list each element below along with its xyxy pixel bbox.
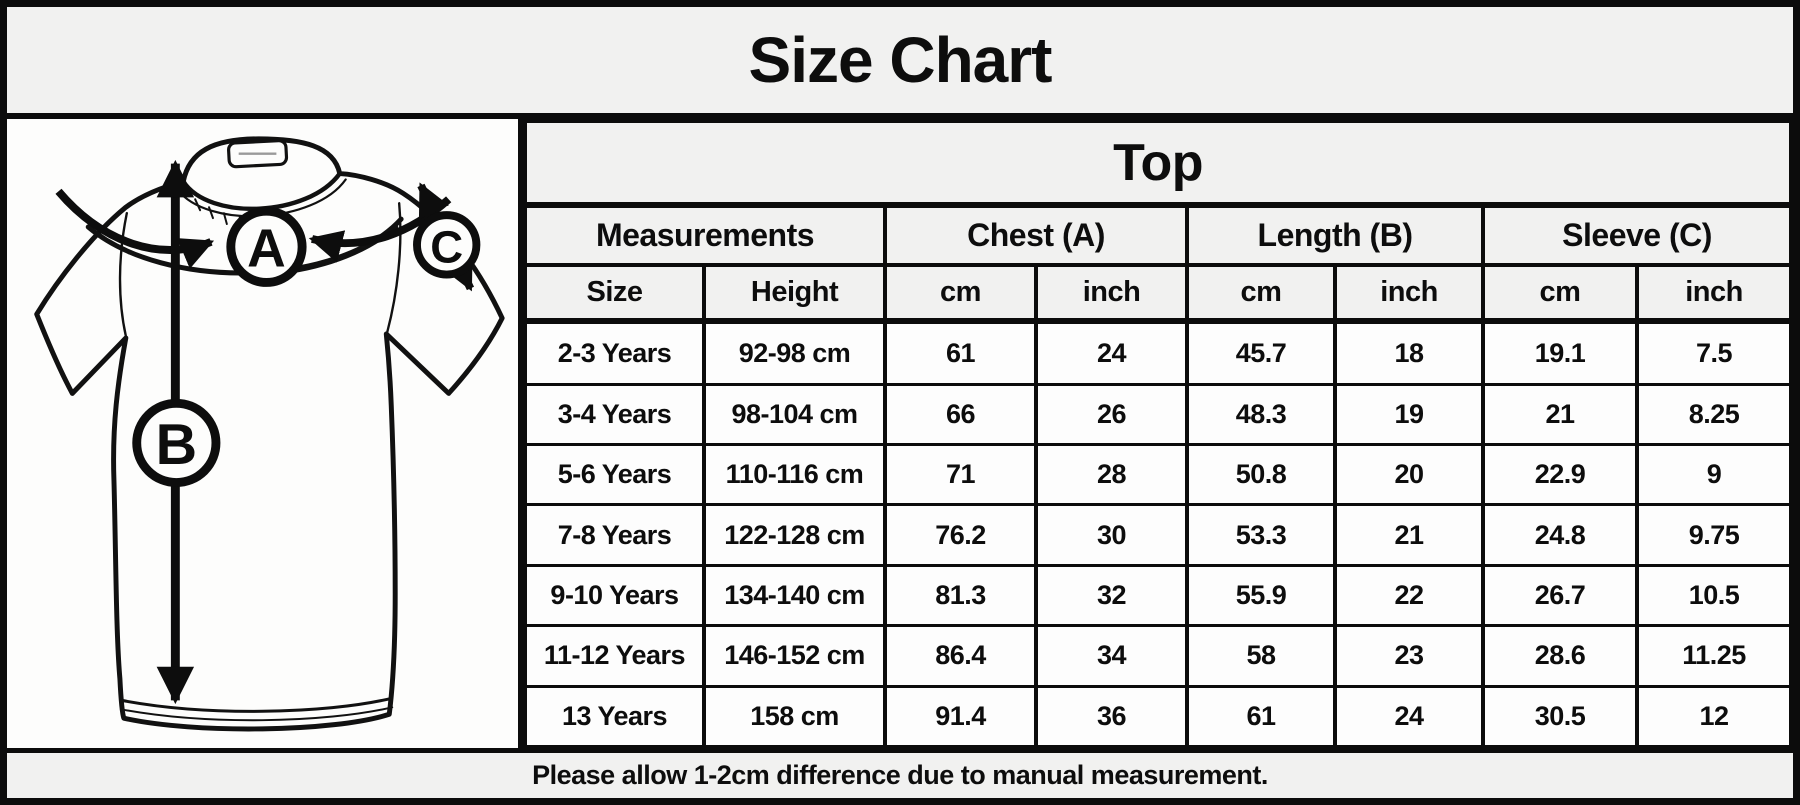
table-cell: 26.7: [1481, 563, 1639, 628]
table-cell: 92-98 cm: [702, 319, 887, 386]
table-cell: 61: [1185, 684, 1337, 749]
table-row: 7-8 Years 122-128 cm 76.2 30 53.3 21 24.…: [523, 503, 1794, 567]
table-cell: 20: [1333, 442, 1485, 507]
table-section-title: Top: [522, 119, 1794, 208]
col-header-length-inch: inch: [1333, 263, 1485, 324]
measure-labels: A B C: [132, 206, 481, 487]
title-bar: Size Chart: [7, 7, 1793, 119]
sleeve-label: C: [430, 221, 463, 272]
col-header-chest-inch: inch: [1034, 263, 1189, 324]
tshirt-illustration-panel: A B C: [7, 119, 523, 748]
table-cell: 81.3: [883, 563, 1038, 628]
col-header-length-cm: cm: [1185, 263, 1337, 324]
length-label: B: [156, 413, 197, 477]
collar-tag: [227, 139, 289, 169]
group-header-sleeve: Sleeve (C): [1480, 203, 1794, 267]
col-header-height: Height: [702, 263, 887, 324]
table-cell: 55.9: [1185, 563, 1337, 628]
table-row: 2-3 Years 92-98 cm 61 24 45.7 18 19.1 7.…: [523, 319, 1794, 386]
page-title: Size Chart: [748, 24, 1053, 96]
measurement-note: Please allow 1-2cm difference due to man…: [532, 760, 1268, 790]
table-row: 11-12 Years 146-152 cm 86.4 34 58 23 28.…: [523, 624, 1794, 688]
table-row: 3-4 Years 98-104 cm 66 26 48.3 19 21 8.2…: [523, 382, 1794, 446]
table-row: 5-6 Years 110-116 cm 71 28 50.8 20 22.9 …: [523, 442, 1794, 507]
table-cell: 24.8: [1481, 503, 1639, 567]
table-cell: 36: [1034, 684, 1189, 749]
table-cell: 19.1: [1481, 319, 1639, 386]
group-header-length: Length (B): [1185, 203, 1485, 267]
table-cell: 19: [1333, 382, 1485, 446]
table-row: 9-10 Years 134-140 cm 81.3 32 55.9 22 26…: [523, 563, 1794, 628]
col-header-sleeve-cm: cm: [1481, 263, 1639, 324]
table-cell: 45.7: [1185, 319, 1337, 386]
group-header-measurements: Measurements: [523, 203, 887, 267]
table-cell: 23: [1333, 624, 1485, 688]
table-cell: 5-6 Years: [523, 442, 706, 507]
table-cell: 3-4 Years: [523, 382, 706, 446]
note-bar: Please allow 1-2cm difference due to man…: [7, 748, 1793, 798]
table-cell: 76.2: [883, 503, 1038, 567]
table-cell: 11-12 Years: [523, 624, 706, 688]
table-cell: 24: [1034, 319, 1189, 386]
table-cell: 18: [1333, 319, 1485, 386]
table-cell: 110-116 cm: [702, 442, 887, 507]
table-cell: 30: [1034, 503, 1189, 567]
col-header-chest-cm: cm: [883, 263, 1038, 324]
table-cell: 12: [1634, 684, 1794, 749]
table-cell: 21: [1481, 382, 1639, 446]
table-cell: 24: [1333, 684, 1485, 749]
table-cell: 9-10 Years: [523, 563, 706, 628]
table-cell: 22.9: [1481, 442, 1639, 507]
chest-label: A: [247, 219, 286, 278]
table-cell: 26: [1034, 382, 1189, 446]
size-table: Top Measurements Chest (A) Length (B) Sl…: [522, 119, 1794, 749]
table-cell: 9.75: [1634, 503, 1794, 567]
table-cell: 30.5: [1481, 684, 1639, 749]
table-cell: 7.5: [1634, 319, 1794, 386]
table-cell: 2-3 Years: [523, 319, 706, 386]
table-cell: 13 Years: [523, 684, 706, 749]
table-cell: 122-128 cm: [702, 503, 887, 567]
table-cell: 98-104 cm: [702, 382, 887, 446]
table-cell: 32: [1034, 563, 1189, 628]
col-header-size: Size: [523, 263, 706, 324]
table-cell: 91.4: [883, 684, 1038, 749]
tshirt-measurement-diagram: A B C: [34, 136, 505, 732]
table-cell: 86.4: [883, 624, 1038, 688]
table-cell: 53.3: [1185, 503, 1337, 567]
col-header-sleeve-inch: inch: [1634, 263, 1794, 324]
table-cell: 8.25: [1634, 382, 1794, 446]
main-area: A B C Top: [7, 119, 1794, 749]
table-cell: 34: [1034, 624, 1189, 688]
table-cell: 58: [1185, 624, 1337, 688]
table-cell: 28: [1034, 442, 1189, 507]
group-header-chest: Chest (A): [883, 203, 1189, 267]
size-table-panel: Top Measurements Chest (A) Length (B) Sl…: [522, 119, 1794, 749]
table-cell: 9: [1634, 442, 1794, 507]
table-cell: 146-152 cm: [702, 624, 887, 688]
table-cell: 10.5: [1634, 563, 1794, 628]
table-cell: 71: [883, 442, 1038, 507]
table-row: 13 Years 158 cm 91.4 36 61 24 30.5 12: [523, 684, 1794, 749]
table-cell: 48.3: [1185, 382, 1337, 446]
table-cell: 61: [883, 319, 1038, 386]
table-cell: 50.8: [1185, 442, 1337, 507]
table-cell: 11.25: [1634, 624, 1794, 688]
table-cell: 134-140 cm: [702, 563, 887, 628]
table-cell: 7-8 Years: [523, 503, 706, 567]
table-cell: 28.6: [1481, 624, 1639, 688]
table-cell: 158 cm: [702, 684, 887, 749]
tshirt-outline: [34, 136, 505, 732]
table-cell: 21: [1333, 503, 1485, 567]
table-cell: 22: [1333, 563, 1485, 628]
table-cell: 66: [883, 382, 1038, 446]
